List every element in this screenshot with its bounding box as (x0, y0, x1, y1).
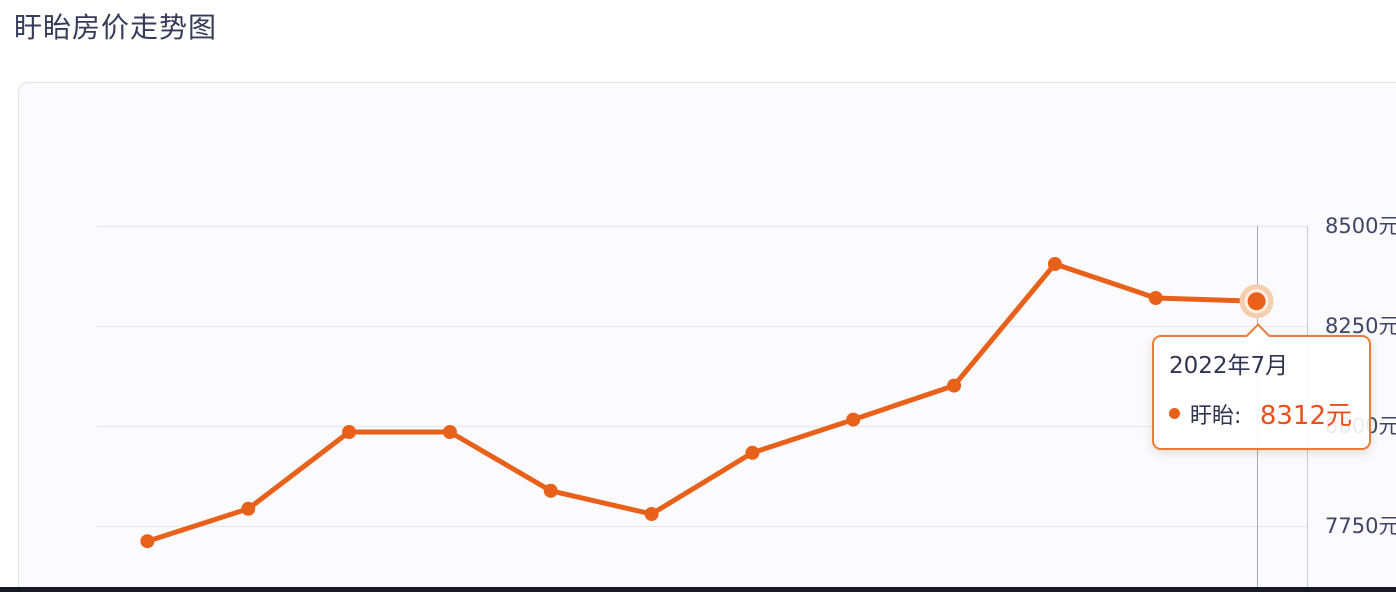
data-point[interactable] (342, 425, 357, 439)
data-point[interactable] (241, 501, 256, 516)
price-line (144, 261, 1260, 544)
tooltip-row: 盱眙: 8312元 (1169, 395, 1352, 432)
gridline (97, 526, 1307, 527)
data-point[interactable] (543, 483, 558, 498)
data-point[interactable] (140, 534, 155, 549)
data-point[interactable] (442, 425, 457, 439)
tooltip-value: 8312元 (1259, 401, 1352, 431)
data-point[interactable] (947, 378, 962, 393)
data-point-highlighted[interactable] (1247, 292, 1266, 311)
chart-card: 8500元8250元8000元7750元8月9月10月11月12月1月2月3月4… (18, 82, 1396, 592)
data-point[interactable] (1148, 291, 1163, 305)
series-bullet-icon (1169, 408, 1180, 419)
price-line-chart[interactable] (97, 226, 1307, 592)
data-point[interactable] (745, 445, 760, 460)
data-point[interactable] (846, 412, 861, 427)
tooltip-date: 2022年7月 (1169, 353, 1289, 379)
chart-tooltip: 2022年7月 盱眙: 8312元 (1152, 323, 1371, 450)
gridline (97, 426, 1307, 427)
y-axis-label: 7750元 (1325, 514, 1396, 538)
gridline (97, 326, 1307, 327)
data-point[interactable] (644, 507, 659, 521)
page-title: 盱眙房价走势图 (14, 11, 218, 44)
y-axis-label: 8500元 (1325, 214, 1396, 238)
y-axis-label: 8250元 (1325, 314, 1396, 338)
bottom-edge-bar (0, 587, 1396, 592)
plot-area[interactable]: 8500元8250元8000元7750元8月9月10月11月12月1月2月3月4… (97, 215, 1396, 592)
tooltip-series-name: 盱眙: (1190, 403, 1242, 429)
data-point[interactable] (1047, 257, 1062, 271)
gridline (97, 226, 1307, 227)
